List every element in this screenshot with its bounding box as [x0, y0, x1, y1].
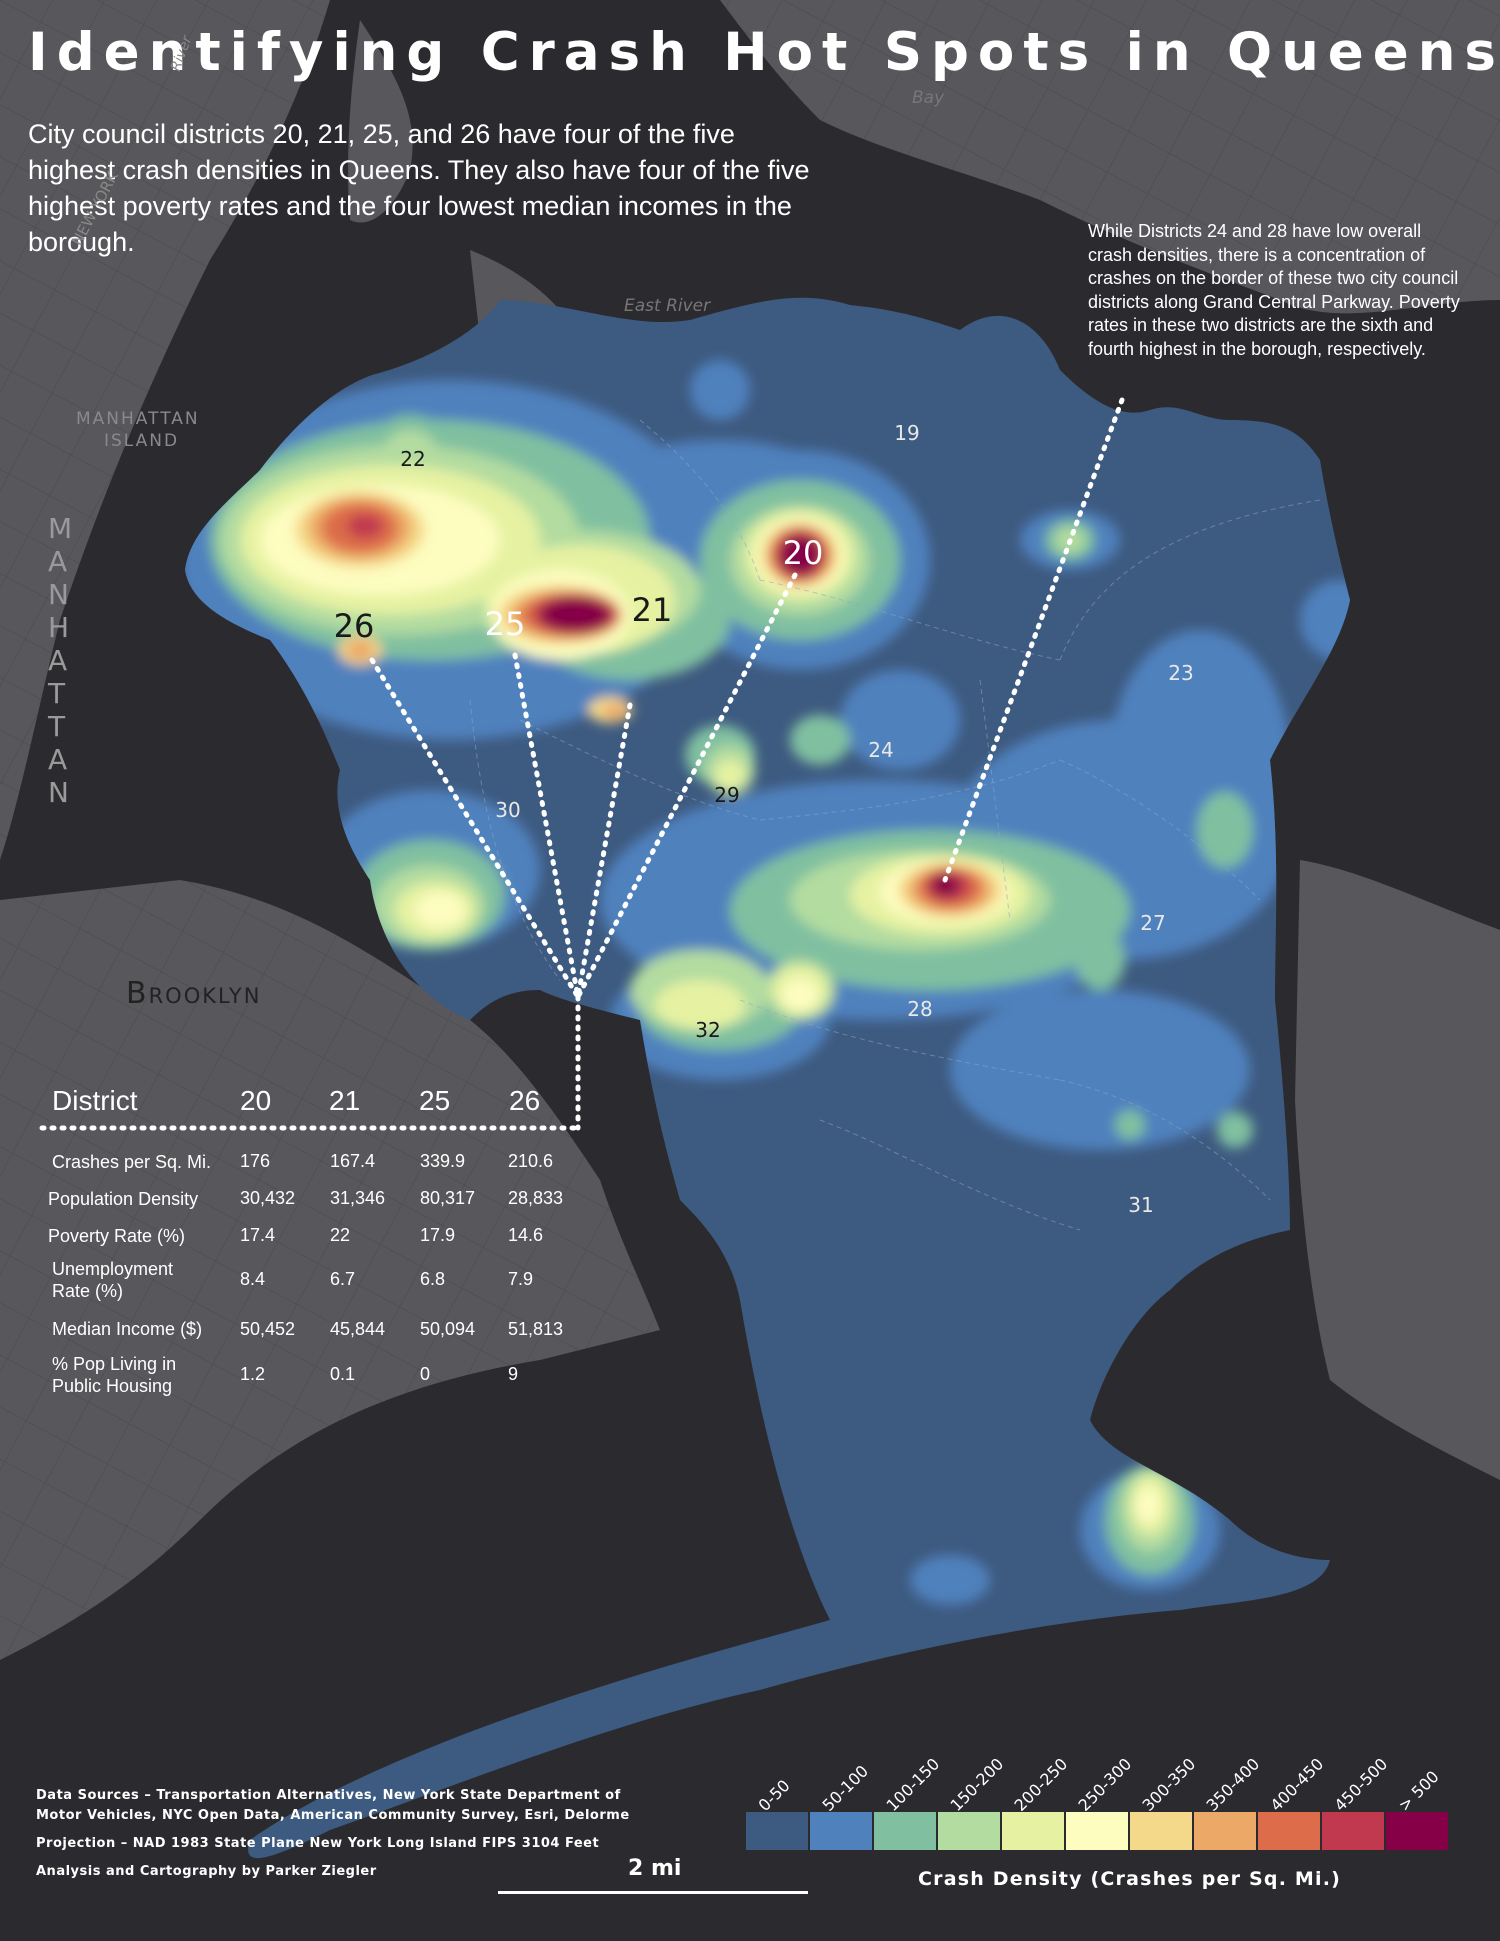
district-label-22: 22 [400, 447, 426, 471]
stats-cell: 17.4 [240, 1225, 276, 1245]
data-sources: Data Sources – Transportation Alternativ… [36, 1786, 630, 1882]
district-label-23: 23 [1168, 661, 1194, 685]
legend-swatch [1258, 1812, 1320, 1850]
stats-row-label: % Pop Living in Public Housing [52, 1354, 177, 1396]
stats-cell: 167.4 [330, 1151, 376, 1171]
scale-bar [498, 1891, 808, 1894]
stats-cell: 210.6 [508, 1151, 554, 1171]
stats-cell: 17.9 [420, 1225, 456, 1245]
stats-cell: 80,317 [420, 1188, 476, 1208]
legend-swatch [1066, 1812, 1128, 1850]
legend-swatch [810, 1812, 872, 1850]
stats-cell: 50,452 [240, 1319, 296, 1339]
stats-cell: 176 [240, 1151, 271, 1171]
sources-data-2: Motor Vehicles, NYC Open Data, American … [36, 1808, 630, 1823]
stats-header-district: District [52, 1085, 138, 1116]
annotation-note: While Districts 24 and 28 have low overa… [1088, 221, 1460, 359]
district-label-32: 32 [695, 1018, 721, 1042]
stats-cell: 22 [330, 1225, 351, 1245]
district-label-20: 20 [782, 534, 824, 572]
stats-row-label: Median Income ($) [52, 1319, 203, 1339]
stats-cell: 1.2 [240, 1364, 266, 1384]
sources-projection: Projection – NAD 1983 State Plane New Yo… [36, 1836, 600, 1851]
stats-header-25: 25 [419, 1085, 451, 1116]
district-label-19: 19 [894, 421, 920, 445]
sources-data: Data Sources – Transportation Alternativ… [36, 1788, 621, 1803]
stats-cell: 339.9 [420, 1151, 466, 1171]
district-label-28: 28 [907, 997, 933, 1021]
district-label-29: 29 [714, 783, 740, 807]
legend-swatch [938, 1812, 1000, 1850]
stats-cell: 51,813 [508, 1319, 564, 1339]
stats-cell: 28,833 [508, 1188, 564, 1208]
district-label-25: 25 [484, 605, 526, 643]
stats-cell: 31,346 [330, 1188, 386, 1208]
stats-header-20: 20 [240, 1085, 272, 1116]
stats-cell: 0 [420, 1364, 431, 1384]
district-label-30: 30 [495, 798, 521, 822]
district-label-24: 24 [868, 738, 894, 762]
legend-swatch [1002, 1812, 1064, 1850]
queens-heatmap [185, 297, 1350, 1859]
place-label-bay: Bay [912, 88, 945, 108]
legend-swatch [874, 1812, 936, 1850]
legend-swatch [1130, 1812, 1192, 1850]
district-label-21: 21 [631, 591, 673, 629]
place-label-manhattan-island: MANHATTAN ISLAND [76, 409, 200, 451]
sources-credit: Analysis and Cartography by Parker Ziegl… [36, 1864, 377, 1879]
map-subtitle: City council districts 20, 21, 25, and 2… [28, 119, 810, 257]
stats-cell: 7.9 [508, 1269, 534, 1289]
stats-row-label: Poverty Rate (%) [48, 1226, 186, 1246]
place-label-brooklyn: Brooklyn [126, 976, 262, 1011]
stats-cell: 6.7 [330, 1269, 356, 1289]
district-label-27: 27 [1140, 911, 1166, 935]
legend-swatch [1322, 1812, 1384, 1850]
legend-swatch [1194, 1812, 1256, 1850]
stats-row-label: Population Density [48, 1189, 199, 1209]
stats-cell: 8.4 [240, 1269, 266, 1289]
stats-cell: 50,094 [420, 1319, 476, 1339]
map-title: Identifying Crash Hot Spots in Queens [28, 22, 1500, 83]
stats-header-26: 26 [509, 1085, 541, 1116]
district-label-26: 26 [333, 607, 375, 645]
legend-swatch [746, 1812, 808, 1850]
stats-header-21: 21 [329, 1085, 361, 1116]
scale-label: 2 mi [628, 1856, 682, 1881]
place-label-manhattan: MANHATTAN [48, 512, 73, 809]
stats-cell: 9 [508, 1364, 519, 1384]
stats-cell: 45,844 [330, 1319, 386, 1339]
stats-row-label: Unemployment Rate (%) [52, 1259, 174, 1301]
district-label-31: 31 [1128, 1193, 1154, 1217]
stats-cell: 30,432 [240, 1188, 296, 1208]
stats-cell: 0.1 [330, 1364, 356, 1384]
place-label-east-river: East River [624, 296, 711, 316]
stats-cell: 6.8 [420, 1269, 446, 1289]
stats-row-label: Crashes per Sq. Mi. [52, 1152, 212, 1172]
stats-cell: 14.6 [508, 1225, 544, 1245]
legend-swatch [1386, 1812, 1448, 1850]
legend-title: Crash Density (Crashes per Sq. Mi.) [918, 1868, 1342, 1890]
